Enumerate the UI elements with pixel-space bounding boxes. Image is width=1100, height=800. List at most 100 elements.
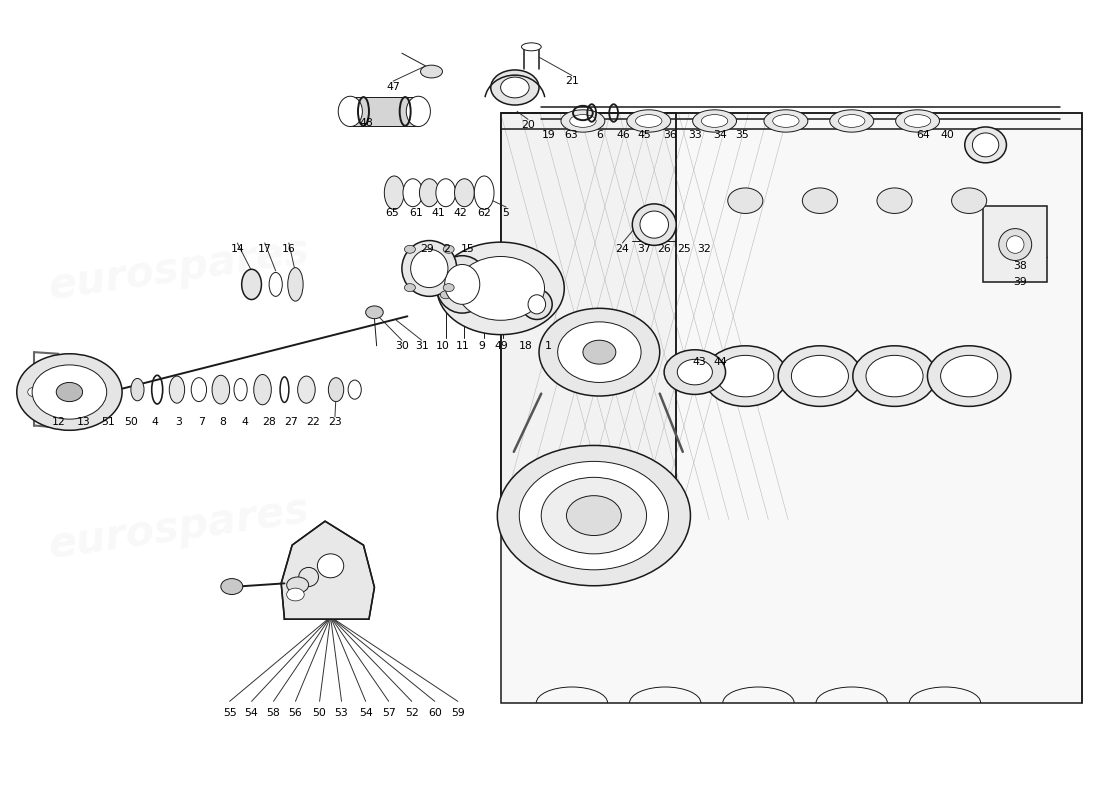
Ellipse shape <box>895 110 939 132</box>
Text: 14: 14 <box>230 243 244 254</box>
Text: 48: 48 <box>360 118 374 128</box>
Ellipse shape <box>384 176 404 210</box>
Ellipse shape <box>764 110 807 132</box>
Text: 42: 42 <box>453 208 466 218</box>
Text: 56: 56 <box>288 707 302 718</box>
Text: 63: 63 <box>564 130 578 140</box>
Text: 4: 4 <box>242 418 249 427</box>
Text: 15: 15 <box>461 243 474 254</box>
Circle shape <box>405 246 416 254</box>
Ellipse shape <box>521 289 552 319</box>
Text: 61: 61 <box>409 208 424 218</box>
Ellipse shape <box>299 567 319 586</box>
Circle shape <box>539 308 660 396</box>
Text: 41: 41 <box>431 208 446 218</box>
Text: 23: 23 <box>328 418 342 427</box>
Text: 55: 55 <box>222 707 236 718</box>
Text: 45: 45 <box>638 130 651 140</box>
Circle shape <box>287 577 309 593</box>
Text: eurospares: eurospares <box>45 489 311 566</box>
Circle shape <box>566 496 621 535</box>
Ellipse shape <box>298 376 316 403</box>
Ellipse shape <box>636 114 662 127</box>
Text: 11: 11 <box>455 341 469 350</box>
Text: 21: 21 <box>565 76 579 86</box>
Ellipse shape <box>772 114 799 127</box>
Circle shape <box>678 359 713 385</box>
Text: 19: 19 <box>542 130 556 140</box>
Circle shape <box>287 588 305 601</box>
Circle shape <box>940 355 998 397</box>
Ellipse shape <box>234 378 248 401</box>
Circle shape <box>704 346 786 406</box>
Ellipse shape <box>474 176 494 210</box>
Text: 47: 47 <box>386 82 400 92</box>
Text: 17: 17 <box>257 243 272 254</box>
Circle shape <box>519 462 669 570</box>
Text: 5: 5 <box>503 208 509 218</box>
Circle shape <box>877 188 912 214</box>
Ellipse shape <box>627 110 671 132</box>
Bar <box>500 113 676 519</box>
Ellipse shape <box>829 110 873 132</box>
Circle shape <box>583 340 616 364</box>
Ellipse shape <box>999 229 1032 261</box>
Circle shape <box>456 257 544 320</box>
Circle shape <box>497 290 508 298</box>
Text: 60: 60 <box>428 707 442 718</box>
Text: 25: 25 <box>676 243 691 254</box>
Text: 10: 10 <box>436 341 450 350</box>
Text: 39: 39 <box>1013 277 1026 287</box>
Circle shape <box>16 354 122 430</box>
Circle shape <box>778 346 861 406</box>
Circle shape <box>478 290 490 298</box>
Text: 35: 35 <box>735 130 749 140</box>
Text: 4: 4 <box>152 418 158 427</box>
Bar <box>500 113 1082 703</box>
Text: 37: 37 <box>638 243 651 254</box>
Text: 36: 36 <box>662 130 676 140</box>
Text: 64: 64 <box>916 130 930 140</box>
Bar <box>350 97 418 126</box>
Circle shape <box>28 387 41 397</box>
Ellipse shape <box>640 211 669 238</box>
Ellipse shape <box>329 378 343 402</box>
Ellipse shape <box>904 114 931 127</box>
Text: 7: 7 <box>198 418 205 427</box>
Text: 46: 46 <box>617 130 630 140</box>
Text: 59: 59 <box>451 707 464 718</box>
Circle shape <box>852 346 936 406</box>
Circle shape <box>558 322 641 382</box>
Circle shape <box>443 246 454 254</box>
Ellipse shape <box>561 110 605 132</box>
Circle shape <box>459 290 470 298</box>
Polygon shape <box>282 521 374 619</box>
Text: 2: 2 <box>443 243 450 254</box>
Circle shape <box>866 355 923 397</box>
Ellipse shape <box>270 273 283 296</box>
Text: 40: 40 <box>940 130 954 140</box>
Ellipse shape <box>491 70 539 105</box>
Circle shape <box>56 382 82 402</box>
Ellipse shape <box>570 114 596 127</box>
Circle shape <box>728 188 763 214</box>
Bar <box>983 206 1047 282</box>
Text: 44: 44 <box>713 357 727 366</box>
Ellipse shape <box>972 133 999 157</box>
Ellipse shape <box>403 178 422 206</box>
Circle shape <box>32 365 107 419</box>
Text: 49: 49 <box>495 341 508 350</box>
Ellipse shape <box>254 374 272 405</box>
Ellipse shape <box>406 96 430 126</box>
Ellipse shape <box>410 250 448 287</box>
Text: 32: 32 <box>696 243 711 254</box>
Ellipse shape <box>436 178 455 206</box>
Ellipse shape <box>521 43 541 51</box>
Ellipse shape <box>348 380 361 399</box>
Ellipse shape <box>419 178 439 206</box>
Ellipse shape <box>693 110 737 132</box>
Circle shape <box>717 355 773 397</box>
Text: 57: 57 <box>382 707 396 718</box>
Ellipse shape <box>838 114 865 127</box>
Text: 52: 52 <box>405 707 419 718</box>
